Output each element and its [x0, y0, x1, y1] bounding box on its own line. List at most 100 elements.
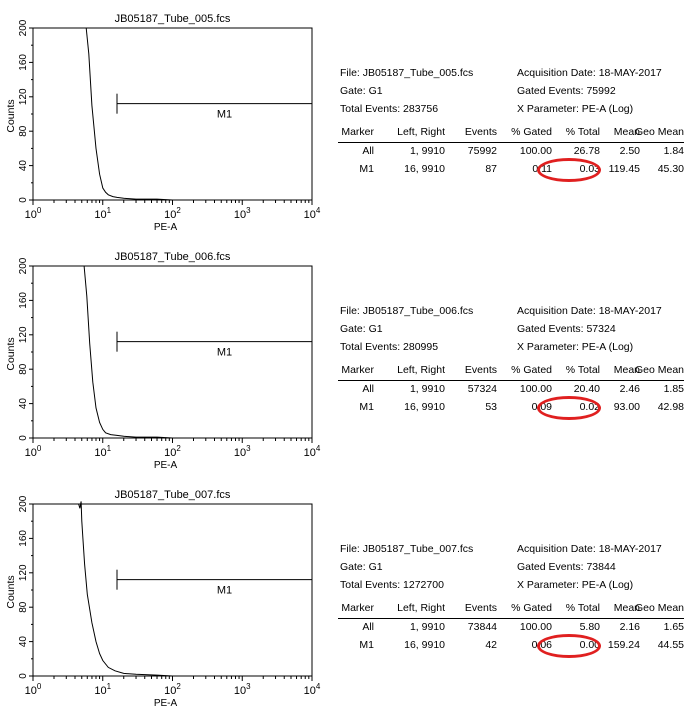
x-tick-base: 10	[164, 209, 176, 221]
x-tick-exponent: 3	[246, 682, 251, 691]
column-header: % Total	[565, 126, 600, 138]
y-tick-label: 80	[18, 601, 29, 613]
xparam-text: X Parameter: PE-A (Log)	[517, 579, 634, 591]
y-tick-label: 40	[18, 398, 29, 410]
xparam-text: X Parameter: PE-A (Log)	[517, 341, 634, 353]
x-axis-label: PE-A	[154, 222, 178, 233]
cell-gated: 100.00	[519, 621, 552, 633]
x-tick-label: 104	[304, 682, 321, 697]
y-tick-label: 160	[18, 530, 29, 547]
table-row: All 1, 9910 57324 100.00 20.40 2.46 1.85	[338, 381, 684, 399]
marker-m1-label: M1	[217, 347, 232, 359]
table-row: M1 16, 9910 53 0.09 0.02 93.00 42.98	[338, 399, 684, 417]
column-header: Mean	[613, 602, 640, 614]
column-header: Events	[464, 602, 497, 614]
x-tick-exponent: 2	[176, 682, 181, 691]
x-tick-base: 10	[304, 447, 316, 459]
x-tick-base: 10	[234, 685, 246, 697]
x-tick-base: 10	[94, 209, 106, 221]
x-tick-base: 10	[304, 685, 316, 697]
histogram-line	[33, 27, 312, 201]
cell-events: 57324	[467, 383, 497, 395]
y-tick-label: 0	[18, 435, 29, 441]
x-tick-base: 10	[234, 209, 246, 221]
y-tick-label: 120	[18, 326, 29, 343]
histogram-line	[33, 501, 312, 677]
panel-2: JB05187_Tube_006.fcs 0 40 80 120 160 200 100 101…	[0, 238, 694, 476]
column-header: Geo Mean	[634, 602, 684, 614]
file-info: File: JB05187_Tube_006.fcs Acquisition Da…	[340, 302, 680, 356]
column-header: % Gated	[511, 364, 552, 376]
cell-lr: 1, 9910	[409, 145, 445, 157]
column-header: Left, Right	[397, 364, 445, 376]
x-tick-exponent: 0	[37, 682, 42, 691]
column-header: Left, Right	[397, 602, 445, 614]
plot-frame	[32, 503, 313, 677]
cell-mean: 159.24	[607, 639, 640, 651]
chart-title: JB05187_Tube_006.fcs	[115, 251, 231, 263]
cell-geo: 42.98	[657, 401, 684, 413]
x-tick-exponent: 1	[107, 682, 112, 691]
x-tick-label: 101	[94, 682, 111, 697]
table-row: M1 16, 9910 87 0.11 0.03 119.45 45.30	[338, 161, 684, 179]
total-text: Total Events: 283756	[340, 103, 439, 115]
y-tick-label: 0	[18, 673, 29, 679]
highlight-circle	[537, 158, 601, 182]
cell-events: 75992	[467, 145, 497, 157]
x-tick-exponent: 3	[246, 444, 251, 453]
column-header: % Gated	[511, 602, 552, 614]
cell-lr: 1, 9910	[409, 383, 445, 395]
cell-marker: All	[362, 145, 374, 157]
acq-text: Acquisition Date: 18-MAY-2017	[517, 543, 662, 555]
x-tick-label: 101	[94, 444, 111, 459]
chart-title: JB05187_Tube_005.fcs	[115, 13, 231, 25]
x-tick-base: 10	[164, 447, 176, 459]
histogram-line	[33, 265, 312, 439]
marker-m1-label: M1	[217, 109, 232, 121]
cell-marker: All	[362, 621, 374, 633]
column-header: Left, Right	[397, 126, 445, 138]
cell-marker: All	[362, 383, 374, 395]
cell-lr: 1, 9910	[409, 621, 445, 633]
x-tick-exponent: 3	[246, 206, 251, 215]
y-tick-label: 160	[18, 292, 29, 309]
cell-mean: 2.16	[619, 621, 640, 633]
plot-frame	[32, 265, 313, 439]
cell-total: 20.40	[573, 383, 600, 395]
marker-stats-table: Marker Left, Right Events % Gated % Total Mea…	[338, 362, 684, 417]
gate-text: Gate: G1	[340, 85, 383, 97]
x-tick-base: 10	[25, 685, 37, 697]
cell-marker: M1	[359, 163, 374, 175]
x-tick-exponent: 4	[316, 206, 321, 215]
x-tick-base: 10	[234, 447, 246, 459]
marker-stats-table: Marker Left, Right Events % Gated % Total Mea…	[338, 600, 684, 655]
table-header: Marker Left, Right Events % Gated % Total Mea…	[338, 124, 684, 143]
x-tick-exponent: 1	[107, 444, 112, 453]
x-tick-base: 10	[304, 209, 316, 221]
cell-marker: M1	[359, 401, 374, 413]
y-axis-label: Counts	[5, 337, 17, 370]
column-header: % Total	[565, 602, 600, 614]
y-axis-label: Counts	[5, 575, 17, 608]
x-tick-exponent: 2	[176, 206, 181, 215]
cell-events: 73844	[467, 621, 497, 633]
x-tick-label: 101	[94, 206, 111, 221]
chart-title: JB05187_Tube_007.fcs	[115, 489, 231, 501]
highlight-circle	[537, 634, 601, 658]
cell-geo: 45.30	[657, 163, 684, 175]
file-text: File: JB05187_Tube_006.fcs	[340, 305, 474, 317]
cell-mean: 93.00	[613, 401, 640, 413]
x-tick-label: 100	[25, 682, 42, 697]
x-tick-label: 100	[25, 444, 42, 459]
x-axis-label: PE-A	[154, 698, 178, 709]
y-tick-label: 200	[18, 257, 29, 274]
cell-geo: 1.85	[663, 383, 684, 395]
column-header: Mean	[613, 126, 640, 138]
x-tick-base: 10	[25, 209, 37, 221]
column-header: Events	[464, 126, 497, 138]
file-text: File: JB05187_Tube_007.fcs	[340, 543, 474, 555]
cell-events: 53	[485, 401, 497, 413]
x-tick-label: 104	[304, 206, 321, 221]
